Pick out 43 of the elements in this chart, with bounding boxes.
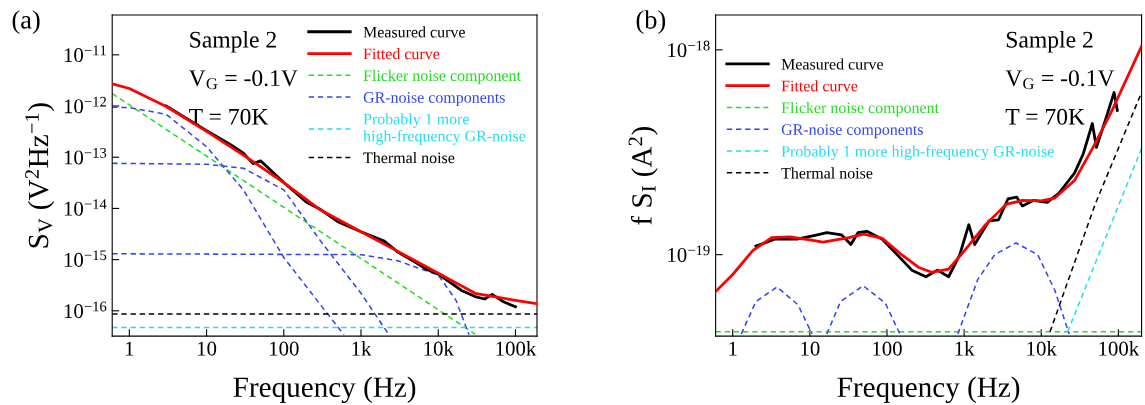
y-tick-label: 10$^{−15}$: [64, 250, 107, 267]
legend-label: Thermal noise: [363, 152, 455, 164]
x-axis-title: Frequency (Hz): [233, 376, 416, 404]
legend-label: Measured curve: [781, 58, 883, 70]
legend-label: Probably 1 more high-frequency GR-noise: [781, 145, 1054, 161]
legend-label: Measured curve: [363, 26, 465, 38]
legend-label: Flicker noise component: [781, 101, 939, 117]
x-axis-title: Frequency (Hz): [837, 376, 1020, 404]
x-tick-label: 100k: [1099, 341, 1140, 356]
y-tick-label: 10$^{−11}$: [64, 45, 106, 63]
chart-title: (b): [636, 10, 666, 35]
y-tick-label: 10$^{−16}$: [64, 301, 107, 319]
legend-label: GR-noise components: [363, 92, 505, 107]
legend-label: Fitted curve: [781, 80, 858, 92]
legend-label: Fitted curve: [363, 48, 440, 60]
x-tick-label: 10k: [1027, 341, 1057, 356]
annotation: T = 70K: [1005, 108, 1085, 125]
x-tick-label: 1: [729, 341, 737, 356]
y-tick-label: 10$^{−13}$: [64, 147, 107, 165]
y-tick-label: 10$^{−18}$: [668, 40, 710, 58]
x-tick-label: 10: [197, 341, 217, 356]
legend-label: Probably 1 more high-frequency GR-noise: [363, 113, 526, 145]
legend-label: GR-noise components: [781, 124, 923, 139]
x-tick-label: 10: [801, 341, 820, 356]
y-tick-label: 10$^{−12}$: [64, 96, 106, 114]
x-tick-label: 100: [270, 341, 299, 356]
annotation: Sample 2: [190, 31, 276, 53]
annotation: Sample 2: [1006, 31, 1093, 53]
y-tick-label: 10$^{−14}$: [64, 199, 107, 216]
legend-label: Thermal noise: [781, 167, 873, 179]
chart-title: (a): [12, 10, 40, 35]
x-tick-label: 1k: [955, 341, 975, 356]
x-tick-label: 1k: [352, 341, 372, 356]
y-axis-title: S$_{V}$ (V$^{2}$Hz$^{−1}$): [25, 103, 55, 248]
x-tick-label: 10k: [424, 341, 454, 356]
x-tick-label: 1: [125, 341, 134, 356]
annotation: V$_{G}$ = -0.1V: [188, 70, 298, 90]
y-tick-label: 10$^{−19}$: [668, 245, 710, 262]
x-tick-label: 100k: [496, 341, 537, 356]
legend-label: Flicker noise component: [363, 69, 521, 85]
y-axis-title: f S$_{I}$ (A$^{2}$): [628, 127, 658, 225]
x-tick-label: 100: [873, 341, 902, 356]
annotation: V$_{G}$ = -0.1V: [1005, 70, 1115, 90]
